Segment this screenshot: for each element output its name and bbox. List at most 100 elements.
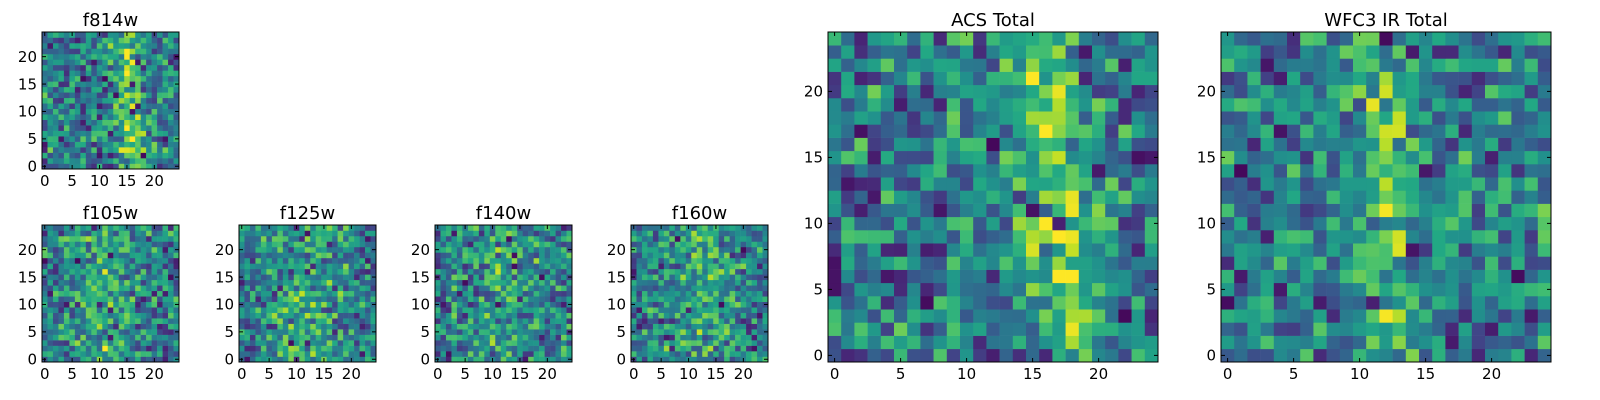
heatmap-cell bbox=[960, 256, 974, 270]
heatmap-cell bbox=[337, 257, 344, 264]
heatmap-cell bbox=[707, 241, 714, 248]
heatmap-cell bbox=[1078, 243, 1093, 257]
heatmap-cell bbox=[462, 241, 469, 248]
heatmap-cell bbox=[365, 257, 371, 264]
heatmap-cell bbox=[757, 252, 763, 259]
heatmap-cell bbox=[462, 274, 469, 281]
heatmap-cell bbox=[293, 230, 300, 237]
heatmap-cell bbox=[729, 345, 736, 352]
heatmap-cell bbox=[724, 318, 730, 324]
heatmap-cell bbox=[80, 32, 87, 38]
heatmap-cell bbox=[960, 269, 974, 284]
heatmap-cell bbox=[841, 230, 855, 244]
heatmap-cell bbox=[343, 296, 349, 303]
heatmap-cell bbox=[440, 323, 447, 330]
heatmap-cell bbox=[880, 190, 895, 204]
heatmap-cell bbox=[52, 97, 59, 104]
chart-title: f814w bbox=[83, 10, 138, 31]
heatmap-cell bbox=[47, 296, 54, 303]
heatmap-cell bbox=[751, 246, 758, 253]
heatmap-cell bbox=[435, 230, 441, 237]
heatmap-cell bbox=[555, 301, 562, 308]
heatmap-cell bbox=[102, 158, 109, 164]
heatmap-cell bbox=[1379, 190, 1393, 204]
heatmap-cell bbox=[1105, 296, 1119, 310]
heatmap-cell bbox=[566, 307, 573, 313]
heatmap-cell bbox=[118, 136, 125, 142]
heatmap-cell bbox=[1366, 296, 1380, 310]
heatmap-cell bbox=[1026, 348, 1040, 363]
heatmap-cell bbox=[484, 279, 491, 286]
heatmap-cell bbox=[555, 241, 562, 248]
heatmap-cell bbox=[550, 268, 556, 275]
heatmap-cell bbox=[255, 329, 262, 335]
heatmap-cell bbox=[641, 301, 648, 308]
heatmap-cell bbox=[42, 318, 48, 324]
heatmap-cell bbox=[456, 334, 463, 341]
heatmap-cell bbox=[168, 158, 174, 164]
heatmap-cell bbox=[1339, 45, 1354, 59]
heatmap-cell bbox=[157, 356, 163, 363]
heatmap-cell bbox=[58, 70, 65, 77]
heatmap-cell bbox=[332, 279, 338, 286]
heatmap-cell bbox=[1353, 256, 1367, 270]
heatmap-cell bbox=[1419, 164, 1433, 178]
heatmap-cell bbox=[696, 235, 703, 242]
heatmap-cell bbox=[277, 241, 284, 248]
heatmap-cell bbox=[751, 268, 758, 275]
heatmap-cell bbox=[1524, 111, 1539, 125]
heatmap-cell bbox=[566, 279, 573, 286]
heatmap-cell bbox=[663, 268, 670, 275]
heatmap-cell bbox=[1144, 164, 1159, 178]
heatmap-cell bbox=[354, 351, 360, 357]
heatmap-cell bbox=[157, 163, 163, 170]
heatmap-cell bbox=[1221, 164, 1235, 178]
heatmap-cell bbox=[277, 296, 284, 303]
heatmap-cell bbox=[135, 257, 141, 264]
heatmap-cell bbox=[58, 345, 65, 352]
heatmap-cell bbox=[1498, 58, 1512, 72]
heatmap-cell bbox=[354, 334, 360, 341]
heatmap-cell bbox=[999, 84, 1014, 99]
heatmap-cell bbox=[173, 114, 180, 120]
heatmap-cell bbox=[920, 335, 934, 350]
heatmap-cell bbox=[636, 290, 643, 297]
heatmap-cell bbox=[729, 323, 736, 330]
heatmap-cell bbox=[1471, 230, 1486, 244]
heatmap-cell bbox=[1105, 45, 1119, 59]
heatmap-cell bbox=[1052, 190, 1066, 204]
heatmap-cell bbox=[255, 290, 262, 297]
heatmap-cell bbox=[102, 92, 109, 99]
heatmap-cell bbox=[528, 252, 534, 259]
heatmap-cell bbox=[146, 136, 152, 142]
heatmap-cell bbox=[1078, 45, 1093, 59]
heatmap-cell bbox=[271, 296, 278, 303]
heatmap-cell bbox=[1273, 282, 1288, 297]
heatmap-cell bbox=[168, 97, 174, 104]
heatmap-cell bbox=[310, 329, 317, 335]
heatmap-cell bbox=[724, 307, 730, 313]
heatmap-cell bbox=[757, 351, 763, 357]
heatmap-cell bbox=[1221, 32, 1235, 46]
heatmap-cell bbox=[702, 301, 709, 308]
heatmap-cell bbox=[511, 274, 518, 281]
heatmap-cell bbox=[894, 32, 908, 46]
heatmap-cell bbox=[539, 334, 545, 341]
heatmap-cell bbox=[1300, 124, 1314, 138]
heatmap-cell bbox=[986, 111, 1000, 125]
heatmap-cell bbox=[96, 323, 103, 330]
heatmap-cell bbox=[326, 285, 333, 292]
heatmap-cell bbox=[1524, 124, 1539, 138]
heatmap-cell bbox=[135, 114, 141, 120]
heatmap-cell bbox=[96, 37, 103, 44]
heatmap-cell bbox=[828, 282, 842, 297]
heatmap-cell bbox=[42, 334, 48, 341]
heatmap-cell bbox=[63, 318, 70, 324]
heatmap-cell bbox=[680, 241, 687, 248]
heatmap-cell bbox=[244, 323, 251, 330]
heatmap-cell bbox=[173, 235, 180, 242]
heatmap-cell bbox=[528, 318, 534, 324]
heatmap-cell bbox=[880, 164, 895, 178]
heatmap-cell bbox=[1144, 150, 1159, 165]
